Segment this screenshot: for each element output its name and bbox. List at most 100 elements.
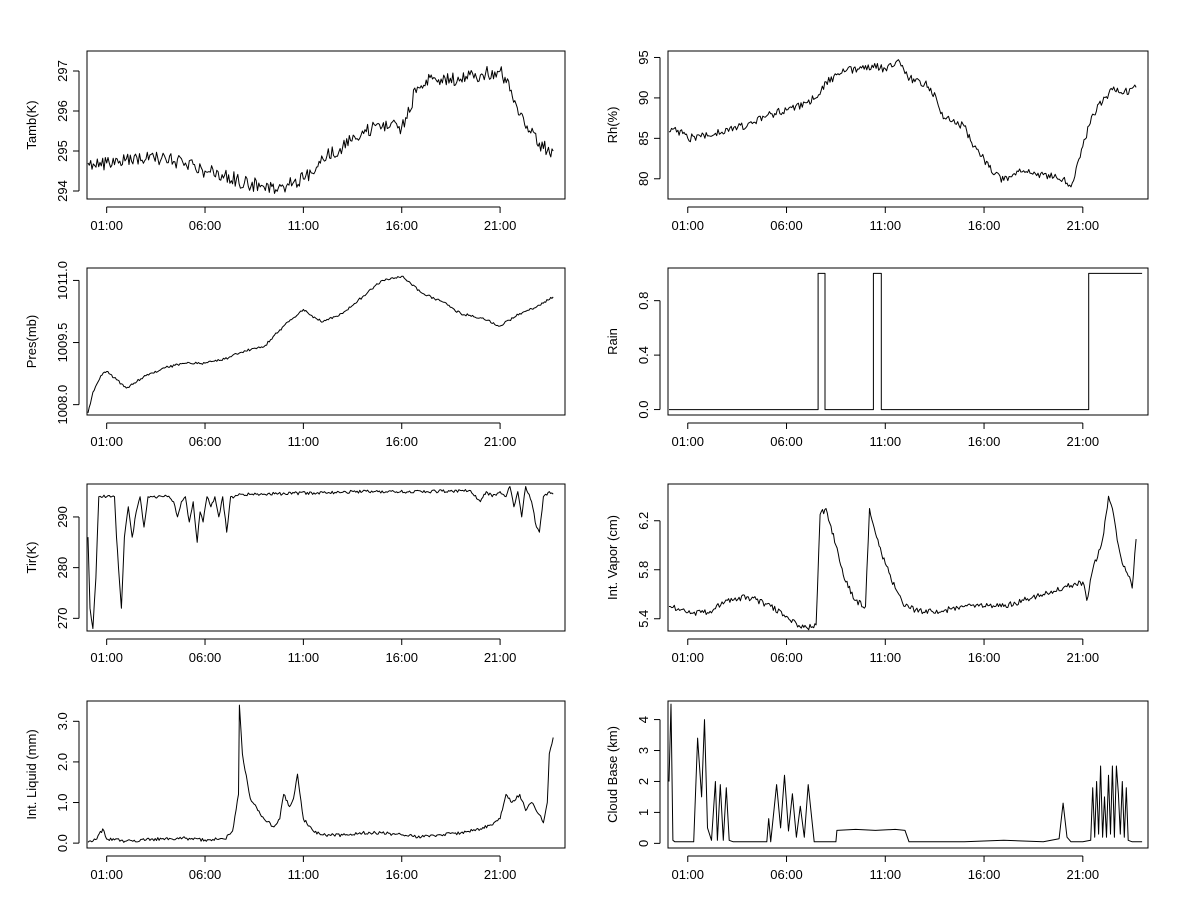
x-tick-label: 16:00	[968, 650, 1001, 665]
x-tick-label: 11:00	[869, 218, 901, 233]
series-line-tamb	[87, 66, 554, 194]
panel-vapor: 5.4 5.8 6.2 Int. Vapor (cm) 01:00 06:00 11:00 1…	[605, 483, 1149, 665]
x-tick-label: 21:00	[1067, 650, 1100, 665]
y-tick-label: 3	[636, 747, 651, 754]
x-tick-label: 11:00	[288, 218, 320, 233]
x-tick-label: 16:00	[968, 218, 1001, 233]
plot-frame	[667, 50, 1149, 200]
y-tick-label: 1.0	[55, 793, 70, 811]
x-tick-label: 16:00	[968, 867, 1001, 882]
x-tick-label: 01:00	[90, 867, 123, 882]
series-line-rain	[669, 272, 1143, 411]
x-tick-label: 16:00	[968, 434, 1001, 449]
series-line-pres	[87, 275, 554, 414]
y-tick-label: 2.0	[55, 753, 70, 771]
x-tick-label: 21:00	[484, 434, 517, 449]
series-line-rh	[668, 59, 1137, 188]
x-tick-label: 01:00	[90, 434, 123, 449]
x-tick-label: 16:00	[385, 218, 418, 233]
y-tick-label: 5.4	[636, 610, 651, 628]
y-tick-label: 2	[636, 778, 651, 785]
y-tick-label: 294	[55, 180, 70, 202]
x-tick-label: 21:00	[484, 650, 517, 665]
y-tick-label: 3.0	[55, 712, 70, 730]
x-tick-label: 11:00	[288, 650, 320, 665]
x-tick-label: 21:00	[1067, 867, 1100, 882]
x-tick-label: 01:00	[671, 218, 704, 233]
y-tick-label: 95	[636, 50, 651, 64]
y-tick-label: 4	[636, 716, 651, 723]
y-tick-label: 0.0	[55, 834, 70, 852]
y-tick-label: 0.0	[636, 401, 651, 419]
panel-pres: 1008.0 1009.5 1011.0 Pres(mb) 01:00 06:00 11:0…	[24, 261, 566, 449]
series-line-vapor	[669, 495, 1137, 631]
panel-tamb: 294 295 296 297 Tamb(K) 01:00 06:00 11:00 16:00 2…	[24, 50, 566, 233]
panel-cloudbase: 0 1 2 3 4 Cloud Base (km) 01:00 06:00 11:00 16:00…	[605, 700, 1149, 882]
x-tick-label: 21:00	[484, 867, 517, 882]
y-tick-label: 0.8	[636, 292, 651, 310]
y-axis-label: Rain	[605, 328, 620, 355]
y-axis-label: Cloud Base (km)	[605, 726, 620, 823]
y-tick-label: 5.8	[636, 561, 651, 579]
x-tick-label: 06:00	[189, 867, 222, 882]
y-tick-label: 85	[636, 131, 651, 145]
panel-liquid: 0.0 1.0 2.0 3.0 Int. Liquid (mm) 01:00 06:00 11…	[24, 700, 566, 882]
y-tick-label: 296	[55, 100, 70, 122]
x-tick-label: 21:00	[1067, 434, 1100, 449]
x-tick-label: 01:00	[671, 650, 704, 665]
x-tick-label: 01:00	[90, 218, 123, 233]
x-tick-label: 21:00	[1067, 218, 1100, 233]
x-tick-label: 06:00	[189, 434, 222, 449]
x-tick-label: 01:00	[671, 867, 704, 882]
x-tick-label: 06:00	[189, 218, 222, 233]
x-tick-label: 11:00	[869, 434, 901, 449]
x-tick-label: 06:00	[770, 650, 803, 665]
x-tick-label: 21:00	[484, 218, 517, 233]
y-tick-label: 90	[636, 91, 651, 105]
y-axis-label: Pres(mb)	[24, 315, 39, 368]
x-tick-label: 16:00	[385, 867, 418, 882]
y-tick-label: 0.4	[636, 346, 651, 364]
y-tick-label: 0	[636, 840, 651, 847]
panel-rain: 0.0 0.4 0.8 Rain 01:00 06:00 11:00 16:00 21:00	[605, 267, 1149, 449]
y-axis-label: Rh(%)	[605, 107, 620, 144]
y-tick-label: 280	[55, 557, 70, 579]
y-tick-label: 1	[636, 809, 651, 816]
series-line-cloudbase	[668, 703, 1143, 843]
y-tick-label: 6.2	[636, 512, 651, 530]
x-tick-label: 06:00	[770, 867, 803, 882]
plot-frame	[86, 267, 566, 416]
x-tick-label: 16:00	[385, 434, 418, 449]
plot-frame	[86, 700, 566, 849]
y-axis-label: Int. Liquid (mm)	[24, 729, 39, 819]
y-tick-label: 297	[55, 60, 70, 82]
y-tick-label: 290	[55, 506, 70, 528]
series-line-liquid	[87, 704, 554, 843]
x-tick-label: 06:00	[189, 650, 222, 665]
y-axis-label: Tir(K)	[24, 541, 39, 573]
x-tick-label: 11:00	[288, 867, 320, 882]
y-tick-label: 80	[636, 172, 651, 186]
plot-frame	[667, 483, 1149, 632]
plot-frame	[86, 483, 566, 632]
panel-rh: 80 85 90 95 Rh(%) 01:00 06:00 11:00 16:00 21:00	[605, 50, 1149, 233]
y-tick-label: 270	[55, 607, 70, 629]
x-tick-label: 16:00	[385, 650, 418, 665]
panel-tir: 270 280 290 Tir(K) 01:00 06:00 11:00 16:00 21:00	[24, 483, 566, 665]
y-tick-label: 1009.5	[55, 323, 70, 363]
series-line-tir	[87, 486, 554, 629]
plot-frame	[667, 700, 1149, 849]
plot-frame	[667, 267, 1149, 416]
x-tick-label: 01:00	[671, 434, 704, 449]
y-tick-label: 295	[55, 140, 70, 162]
x-tick-label: 01:00	[90, 650, 123, 665]
x-tick-label: 06:00	[770, 218, 803, 233]
y-tick-label: 1008.0	[55, 385, 70, 425]
x-tick-label: 11:00	[288, 434, 320, 449]
plot-frame	[86, 50, 566, 200]
y-axis-label: Tamb(K)	[24, 100, 39, 149]
y-tick-label: 1011.0	[55, 261, 70, 300]
x-tick-label: 06:00	[770, 434, 803, 449]
x-tick-label: 11:00	[869, 650, 901, 665]
